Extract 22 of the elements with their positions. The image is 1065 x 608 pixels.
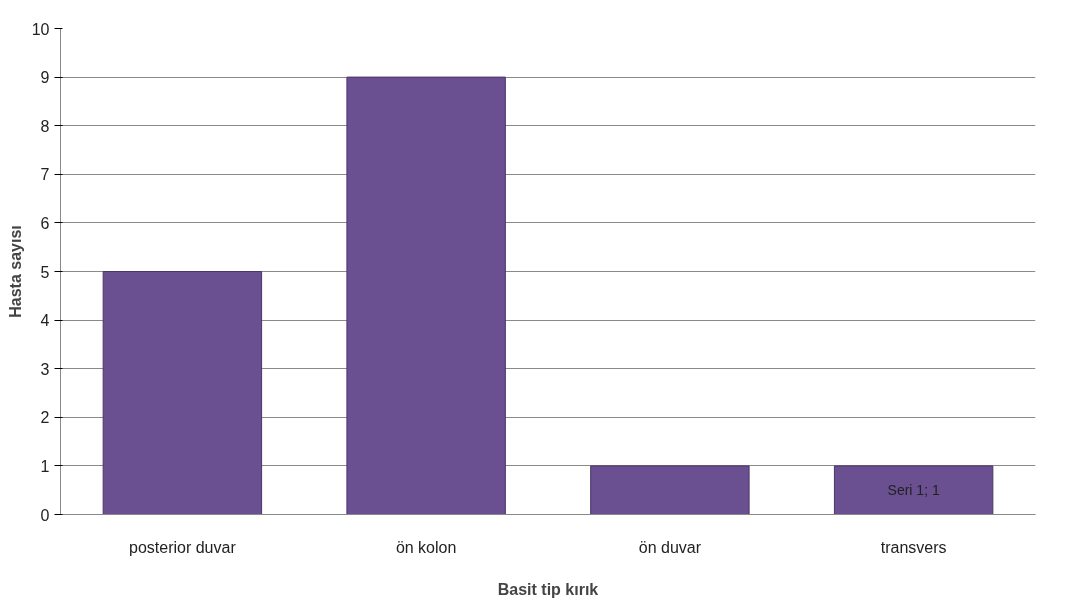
- y-tick-label: 3: [40, 360, 50, 378]
- y-tick-label: 6: [40, 214, 50, 232]
- x-axis-title: Basit tip kırık: [497, 580, 599, 598]
- y-tick-label: 0: [40, 506, 50, 524]
- y-tick-label: 1: [40, 457, 50, 475]
- x-tick-label: transvers: [880, 538, 947, 556]
- bar: [833, 465, 994, 515]
- y-axis-title: Hasta sayısı: [6, 225, 24, 318]
- bar: [102, 271, 263, 515]
- y-tick-label: 5: [40, 263, 50, 281]
- bar: [346, 76, 506, 515]
- x-tick-label: posterior duvar: [129, 538, 237, 556]
- data-label: Seri 1; 1: [887, 482, 940, 499]
- x-tick-label: ön duvar: [638, 538, 702, 556]
- bar: [590, 465, 750, 515]
- x-tick-label: ön kolon: [395, 538, 457, 556]
- y-tick-label: 10: [31, 20, 50, 38]
- y-tick-label: 8: [40, 117, 50, 135]
- y-tick-label: 2: [40, 409, 50, 427]
- y-tick-label: 7: [40, 166, 50, 184]
- y-tick-label: 4: [40, 312, 50, 330]
- y-tick-label: 9: [40, 69, 50, 87]
